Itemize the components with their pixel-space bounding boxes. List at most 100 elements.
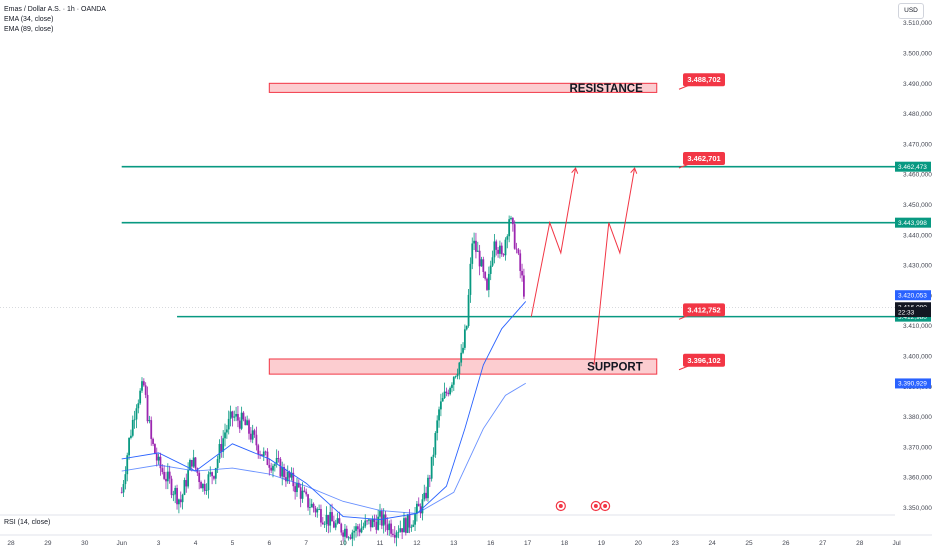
candle-body (491, 257, 494, 266)
candle-body (214, 468, 217, 479)
candle-body (364, 520, 367, 527)
candle-body (166, 471, 169, 482)
candle-body (142, 381, 145, 386)
candle-body (380, 511, 383, 526)
currency-button[interactable]: USD (898, 3, 924, 19)
candle-body (201, 483, 204, 489)
candle-body (401, 528, 404, 533)
candle-body (432, 454, 435, 457)
candle-body (329, 512, 332, 526)
candle-body (513, 224, 516, 249)
price-tag (895, 307, 931, 318)
candle-body (275, 457, 278, 465)
candle-body (277, 457, 280, 459)
candle-body (495, 241, 498, 250)
candle-body (416, 503, 418, 514)
candle-body (452, 377, 455, 385)
candle-body (384, 514, 387, 525)
candle-body (523, 275, 525, 297)
candle-body (213, 476, 215, 479)
candle-body (273, 464, 276, 466)
price-axis (895, 0, 932, 550)
candle-body (506, 236, 509, 240)
candle-body (128, 437, 130, 456)
candle-body (172, 494, 175, 496)
y-tick-label: 3.380,000 (903, 414, 932, 421)
candle-body (397, 531, 400, 533)
candle-body (170, 478, 173, 495)
candle-body (253, 430, 256, 435)
candle-body (342, 532, 344, 537)
candle-body (345, 528, 348, 538)
candle-body (133, 419, 136, 421)
symbol-title[interactable]: Emas / Dollar A.S. · 1h · OANDA (4, 6, 106, 13)
candle-body (220, 444, 223, 452)
candle-body (189, 460, 191, 471)
callout-label: 3.488,702 (687, 75, 720, 84)
rsi-label[interactable]: RSI (14, close) (4, 519, 51, 526)
candle-body (454, 376, 457, 378)
candle-body (404, 518, 407, 533)
candle-body (347, 537, 350, 539)
candle-body (441, 398, 444, 402)
candle-body (504, 239, 507, 256)
candle-body (325, 514, 328, 524)
candle-body (434, 433, 437, 455)
x-tick-label: Jun (116, 540, 127, 547)
candle-body (185, 480, 188, 487)
ema34-line (121, 301, 527, 520)
candle-body (393, 534, 396, 538)
candle-body (349, 537, 352, 539)
candle-body (154, 444, 156, 454)
candle-body (406, 514, 409, 533)
candle-body (246, 420, 249, 426)
candle-body (174, 487, 177, 495)
candle-body (135, 408, 138, 420)
candle-body (334, 523, 337, 528)
candle-body (499, 245, 501, 254)
candle-body (152, 438, 154, 445)
callout-box (683, 73, 725, 87)
candle-body (238, 420, 241, 429)
y-tick-label: 3.470,000 (903, 141, 932, 148)
candle-body (209, 472, 212, 475)
ema89-legend[interactable]: EMA (89, close) (4, 26, 54, 33)
candle-body (395, 532, 398, 538)
candle-body (237, 414, 239, 421)
candle-body (272, 465, 274, 471)
candle-body (231, 411, 234, 418)
candle-body (489, 265, 492, 274)
y-tick-label: 3.500,000 (903, 51, 932, 58)
candle-body (316, 509, 319, 513)
candle-body (194, 457, 197, 469)
candle-body (390, 523, 392, 534)
candle-body (497, 249, 499, 254)
candle-body (510, 217, 512, 220)
candle-body (218, 444, 221, 460)
x-tick-label: 28 (7, 540, 15, 547)
candle-body (146, 394, 149, 422)
ema34-legend[interactable]: EMA (34, close) (4, 16, 54, 23)
candle-body (137, 403, 140, 409)
candle-body (150, 420, 153, 439)
candle-body (312, 503, 315, 509)
candle-body (502, 254, 505, 256)
x-tick-label: 7 (304, 540, 308, 547)
candle-body (120, 492, 123, 494)
candle-body (373, 518, 376, 522)
candle-body (244, 419, 247, 426)
candle-body (438, 409, 440, 421)
candle-body (386, 524, 389, 531)
candle-body (436, 420, 439, 434)
candle-body (181, 494, 184, 503)
price-tag-label: 22:33 (898, 309, 915, 316)
candle-body (412, 524, 415, 527)
candle-body (511, 217, 514, 225)
x-tick-label: 29 (44, 540, 52, 547)
candle-body (467, 294, 470, 326)
candle-body (508, 219, 511, 237)
candle-body (356, 526, 359, 530)
x-tick-label: 17 (524, 540, 532, 547)
x-tick-label: 19 (598, 540, 606, 547)
